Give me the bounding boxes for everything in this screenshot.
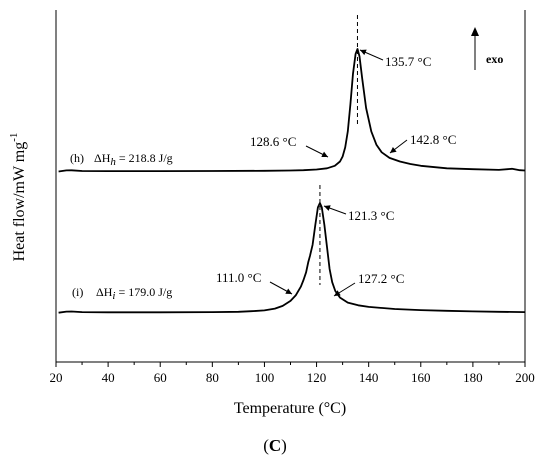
x-tick-label: 120 bbox=[307, 370, 327, 385]
y-axis-title-sup: -1 bbox=[8, 133, 20, 142]
panel-label-letter: C bbox=[269, 436, 281, 455]
curve-id-label: (i) bbox=[72, 285, 83, 299]
endset-temperature-arrowhead-icon bbox=[334, 290, 341, 296]
x-tick-label: 80 bbox=[206, 370, 219, 385]
exo-indicator: exo bbox=[471, 27, 503, 70]
enthalpy-subscript: i bbox=[112, 290, 115, 302]
dsc-curve-i bbox=[58, 202, 526, 314]
x-tick-label: 200 bbox=[515, 370, 535, 385]
endset-temperature-arrowhead-icon bbox=[390, 147, 397, 153]
peak-temperature-label: 135.7 °C bbox=[385, 54, 431, 69]
series-layer bbox=[58, 48, 526, 314]
endset-temperature-label: 142.8 °C bbox=[410, 132, 456, 147]
x-axis-title: Temperature (°C) bbox=[234, 400, 346, 417]
panel-label-open: ( bbox=[263, 436, 269, 455]
enthalpy-prefix: ΔH bbox=[96, 285, 113, 299]
x-tick-label: 140 bbox=[359, 370, 379, 385]
panel-label-close: ) bbox=[281, 436, 287, 455]
x-tick-label: 60 bbox=[154, 370, 167, 385]
y-axis-title: Heat flow/mW mg-1 bbox=[8, 133, 28, 262]
exo-label: exo bbox=[486, 52, 503, 66]
onset-temperature-label: 128.6 °C bbox=[250, 134, 296, 149]
x-tick-label: 180 bbox=[463, 370, 483, 385]
x-tick-label: 160 bbox=[411, 370, 431, 385]
peak-temperature-arrowhead-icon bbox=[324, 205, 331, 211]
dsc-curve-h bbox=[58, 48, 526, 173]
x-tick-label: 100 bbox=[255, 370, 275, 385]
endset-temperature-label: 127.2 °C bbox=[358, 271, 404, 286]
x-tick-label: 20 bbox=[50, 370, 63, 385]
enthalpy-label: ΔHh = 218.8 J/g bbox=[94, 151, 173, 168]
enthalpy-label: ΔHi = 179.0 J/g bbox=[96, 285, 172, 302]
exo-arrowhead-icon bbox=[471, 27, 479, 36]
enthalpy-subscript: h bbox=[110, 156, 116, 168]
enthalpy-value: = 218.8 J/g bbox=[116, 151, 173, 165]
x-ticks: 20 40 60 80 100 120 140 160 180 200 bbox=[50, 362, 535, 385]
onset-temperature-arrowhead-icon bbox=[285, 288, 292, 294]
x-tick-label: 40 bbox=[102, 370, 115, 385]
curve-id-label: (h) bbox=[70, 151, 84, 165]
enthalpy-value: = 179.0 J/g bbox=[115, 285, 172, 299]
peak-temperature-arrowhead-icon bbox=[360, 49, 367, 56]
onset-temperature-label: 111.0 °C bbox=[216, 270, 261, 285]
plot-frame bbox=[55, 10, 526, 363]
y-axis-title-main: Heat flow/mW mg bbox=[11, 142, 28, 262]
onset-temperature-arrowhead-icon bbox=[321, 151, 328, 157]
enthalpy-prefix: ΔH bbox=[94, 151, 111, 165]
panel-label: (C) bbox=[263, 436, 287, 455]
peak-temperature-label: 121.3 °C bbox=[348, 208, 394, 223]
